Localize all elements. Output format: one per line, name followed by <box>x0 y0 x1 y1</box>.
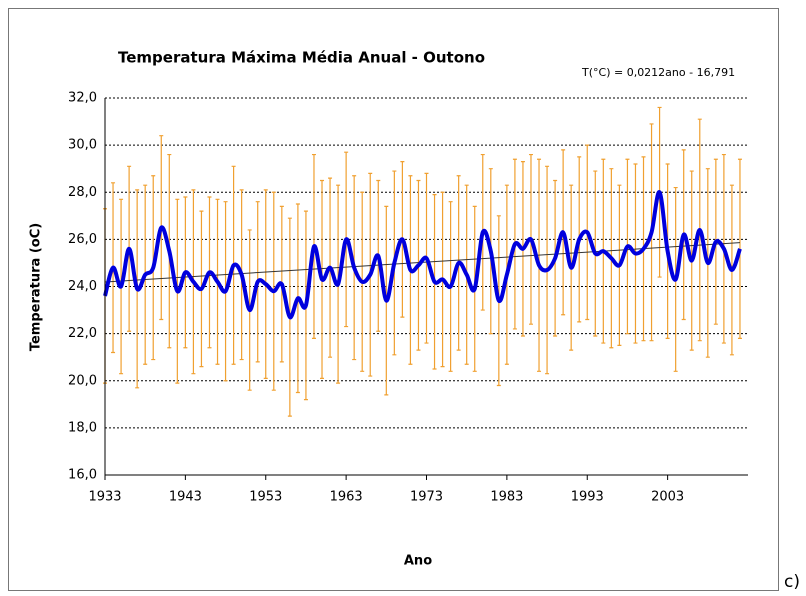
y-tick-label: 18,0 <box>68 420 97 435</box>
data-line <box>103 190 742 320</box>
x-tick-label: 1963 <box>330 490 363 505</box>
error-bar <box>737 158 742 339</box>
x-tick-label: 1953 <box>249 490 282 505</box>
y-tick-label: 32,0 <box>68 91 97 106</box>
y-tick-label: 28,0 <box>68 185 97 200</box>
x-axis-label: Ano <box>404 554 432 569</box>
x-tick-label: 1933 <box>88 490 121 505</box>
x-tick-label: 1983 <box>490 490 523 505</box>
x-tick-label: 1943 <box>169 490 202 505</box>
y-axis-label: Temperatura (oC) <box>29 223 44 351</box>
panel-label: c) <box>784 572 800 592</box>
chart-title: Temperatura Máxima Média Anual - Outono <box>118 49 485 67</box>
y-tick-label: 20,0 <box>68 373 97 388</box>
y-tick-label: 24,0 <box>68 279 97 294</box>
x-tick-label: 1973 <box>410 490 443 505</box>
x-tick-label: 1993 <box>571 490 604 505</box>
annotation: T(°C) = 0,0212ano - 16,791 <box>581 66 735 79</box>
y-tick-label: 26,0 <box>68 232 97 247</box>
y-tick-label: 30,0 <box>68 138 97 153</box>
y-tick-label: 22,0 <box>68 326 97 341</box>
x-tick-label: 2003 <box>651 490 684 505</box>
y-tick-label: 16,0 <box>68 468 97 483</box>
